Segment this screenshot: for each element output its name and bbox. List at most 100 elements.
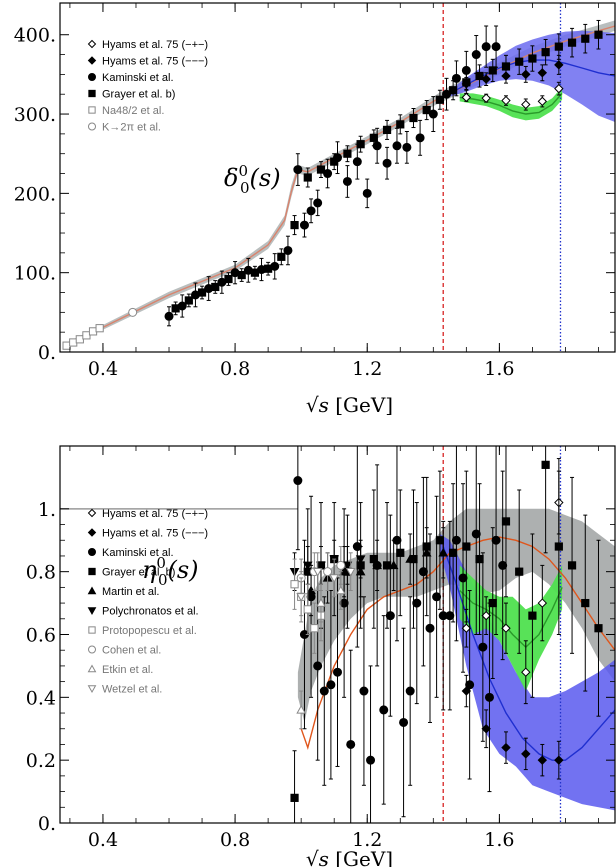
data-point: [521, 749, 531, 759]
data-point: [521, 667, 531, 677]
y-tick-label: 200.: [14, 183, 56, 205]
data-point: [471, 529, 481, 539]
y-tick-label: 0.2: [26, 750, 56, 772]
y-tick-label: 0.: [38, 342, 56, 364]
data-point: [537, 598, 548, 608]
data-point: [211, 282, 220, 292]
plot-area: [60, 446, 615, 823]
data-point: [184, 296, 193, 305]
legend-label: Kaminski et al.: [102, 547, 174, 559]
data-point: [425, 623, 435, 633]
data-point: [330, 157, 339, 166]
legend-marker: [87, 586, 97, 595]
data-point: [537, 68, 548, 78]
legend-marker: [87, 607, 97, 616]
legend-label: Hyams et al. 75 (−+−): [102, 39, 208, 51]
x-tick-label: 1.6: [484, 358, 514, 380]
legend-label: K→2π et al.: [102, 122, 161, 134]
legend-label: Polychronatos et al.: [102, 606, 199, 618]
data-point: [465, 680, 475, 690]
data-point: [554, 42, 563, 51]
data-point: [488, 66, 497, 75]
data-point: [481, 93, 491, 103]
data-point: [528, 54, 537, 63]
legend-marker: [87, 39, 97, 49]
data-point: [399, 717, 409, 727]
data-point: [515, 567, 524, 576]
data-point: [312, 567, 323, 577]
data-point: [382, 125, 392, 135]
series-3: [171, 19, 603, 316]
data-point: [303, 173, 312, 182]
data-point: [299, 220, 309, 230]
data-point: [296, 593, 307, 602]
legend-label: Hyams et al. 75 (−+−): [102, 508, 208, 520]
legend-label: Protopopescu et al.: [102, 625, 197, 637]
data-point: [128, 307, 138, 317]
legend: Hyams et al. 75 (−+−) Hyams et al. 75 (−−…: [87, 508, 208, 696]
data-point: [296, 704, 307, 714]
series-8: [296, 571, 346, 730]
legend-marker: [88, 73, 96, 81]
x-tick-label: 1.2: [352, 829, 382, 851]
data-point: [293, 476, 303, 486]
data-point: [356, 140, 365, 149]
data-point: [515, 57, 524, 66]
data-point: [372, 560, 382, 570]
legend-label: Etkin et al.: [102, 664, 153, 676]
x-tick-label: 0.8: [220, 829, 250, 851]
data-point: [359, 686, 369, 696]
data-point: [541, 48, 550, 57]
series-2: [164, 25, 501, 327]
data-point: [277, 252, 286, 261]
data-point: [554, 83, 564, 94]
legend-marker: [87, 528, 97, 537]
data-point: [310, 624, 319, 633]
y-tick-label: 1.: [38, 499, 56, 521]
data-point: [541, 460, 550, 469]
legend-label: Hyams et al. 75 (−−−): [102, 528, 208, 540]
data-point: [396, 120, 405, 129]
data-point: [528, 611, 537, 620]
legend-marker: [87, 685, 97, 694]
data-point: [342, 561, 353, 571]
data-point: [421, 547, 432, 557]
data-point: [481, 724, 491, 734]
y-tick-label: 0.6: [26, 625, 56, 647]
data-point: [385, 611, 395, 621]
data-point: [405, 554, 416, 563]
legend-label: Kaminski et al.: [102, 72, 174, 84]
data-point: [435, 95, 445, 104]
data-point: [581, 598, 590, 608]
data-point: [484, 692, 494, 702]
data-point: [290, 220, 299, 230]
data-point: [478, 642, 488, 652]
x-axis-title: √s [GeV]: [306, 393, 393, 417]
data-point: [290, 793, 299, 802]
data-point: [498, 560, 508, 570]
data-point: [501, 95, 511, 106]
legend-label: Martin et al.: [102, 586, 159, 598]
data-point: [567, 561, 577, 570]
data-point: [366, 755, 376, 765]
y-tick-label: 0.8: [26, 562, 56, 584]
bottom-panel: 0.4 0.8 1.2 1.6 0. 0.2 0.4 0.6 0.8 1. √s [GeV] η0 0(…: [26, 445, 616, 867]
data-point: [343, 149, 352, 158]
data-point: [581, 34, 590, 43]
x-tick-label: 1.2: [352, 358, 382, 380]
legend: Hyams et al. 75 (−+−) Hyams et al. 75 (−−…: [87, 39, 208, 134]
data-point: [501, 517, 511, 526]
data-point: [329, 574, 340, 583]
data-point: [458, 573, 468, 583]
legend-marker: [88, 106, 96, 114]
data-point: [451, 535, 461, 545]
y-tick-label: 100.: [14, 263, 56, 285]
series-0: [461, 470, 564, 705]
data-point: [342, 176, 352, 186]
legend-marker: [87, 664, 97, 673]
data-point: [164, 311, 174, 321]
data-point: [537, 755, 548, 765]
data-point: [388, 560, 399, 570]
data-point: [501, 62, 511, 71]
